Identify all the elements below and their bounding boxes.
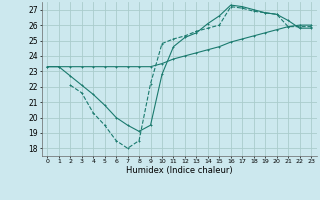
X-axis label: Humidex (Indice chaleur): Humidex (Indice chaleur)	[126, 166, 233, 175]
